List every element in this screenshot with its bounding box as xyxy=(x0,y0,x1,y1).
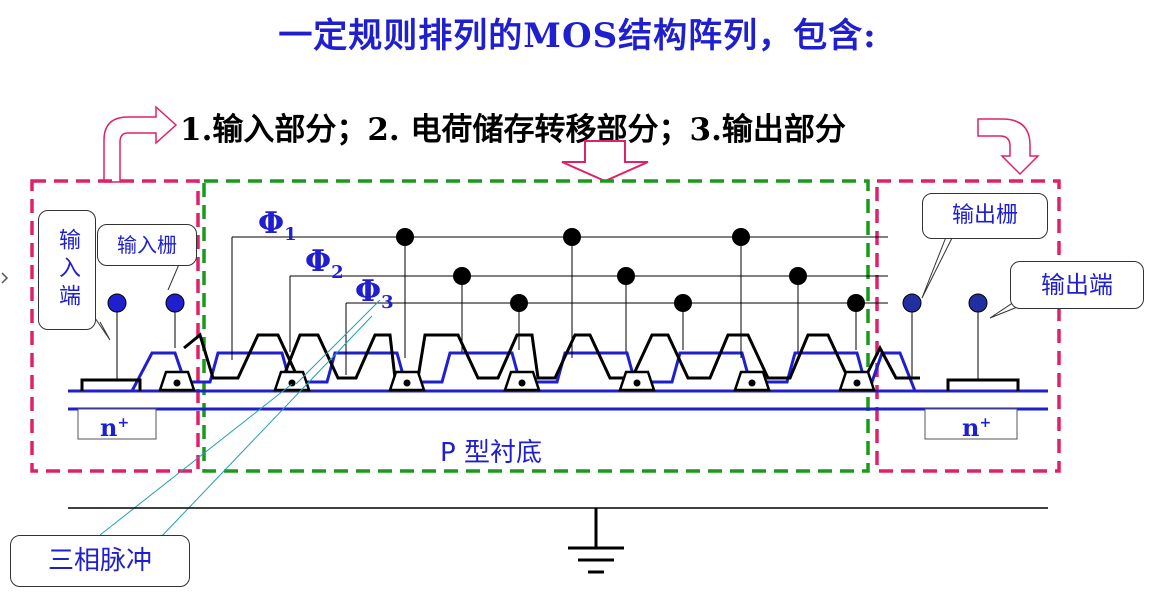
substrate-label: P 型衬底 xyxy=(440,438,542,468)
input-terminal-dot xyxy=(107,293,127,313)
clock-bus-lines xyxy=(116,236,979,380)
down-arrow xyxy=(561,140,649,183)
input-nplus-label: n+ xyxy=(100,413,130,442)
input-gate-dot xyxy=(165,293,185,313)
phi1-label: Φ1 xyxy=(258,206,297,245)
input-gate-callout: 输入栅 xyxy=(97,224,197,266)
three-phase-pulse-callout: 三相脉冲 xyxy=(10,535,190,587)
right-curved-arrow xyxy=(977,118,1040,176)
phi3-label: Φ3 xyxy=(355,274,394,313)
output-terminal-dot xyxy=(968,293,988,313)
output-gate-dot xyxy=(902,293,922,313)
transfer-region-box xyxy=(202,179,870,473)
output-gate-callout: 输出栅 xyxy=(922,193,1048,239)
output-region-box xyxy=(875,179,1061,473)
three-phase-pointer-lines xyxy=(99,299,381,539)
ground-symbol xyxy=(568,508,624,574)
bus-junction-dots xyxy=(396,228,865,312)
callout-pointers xyxy=(94,231,1021,341)
left-curved-arrow xyxy=(103,105,178,183)
output-nplus-region xyxy=(924,408,1018,440)
input-region-box xyxy=(30,179,200,473)
page-title: 一定规则排列的MOS结构阵列，包含: xyxy=(278,16,877,56)
input-nplus-region xyxy=(77,408,157,440)
input-terminal-callout: 输入端 xyxy=(38,210,96,330)
output-electrode xyxy=(946,378,1020,391)
oxide-layer xyxy=(130,351,917,392)
phi2-label: Φ2 xyxy=(305,244,344,283)
output-nplus-label: n+ xyxy=(962,413,992,442)
subtitle: 1.输入部分；2. 电荷储存转移部分；3.输出部分 xyxy=(180,112,846,148)
edge-marker xyxy=(1,272,9,284)
gate-cells xyxy=(158,370,876,392)
output-terminal-callout: 输出端 xyxy=(1010,261,1144,309)
input-electrode xyxy=(80,378,142,391)
